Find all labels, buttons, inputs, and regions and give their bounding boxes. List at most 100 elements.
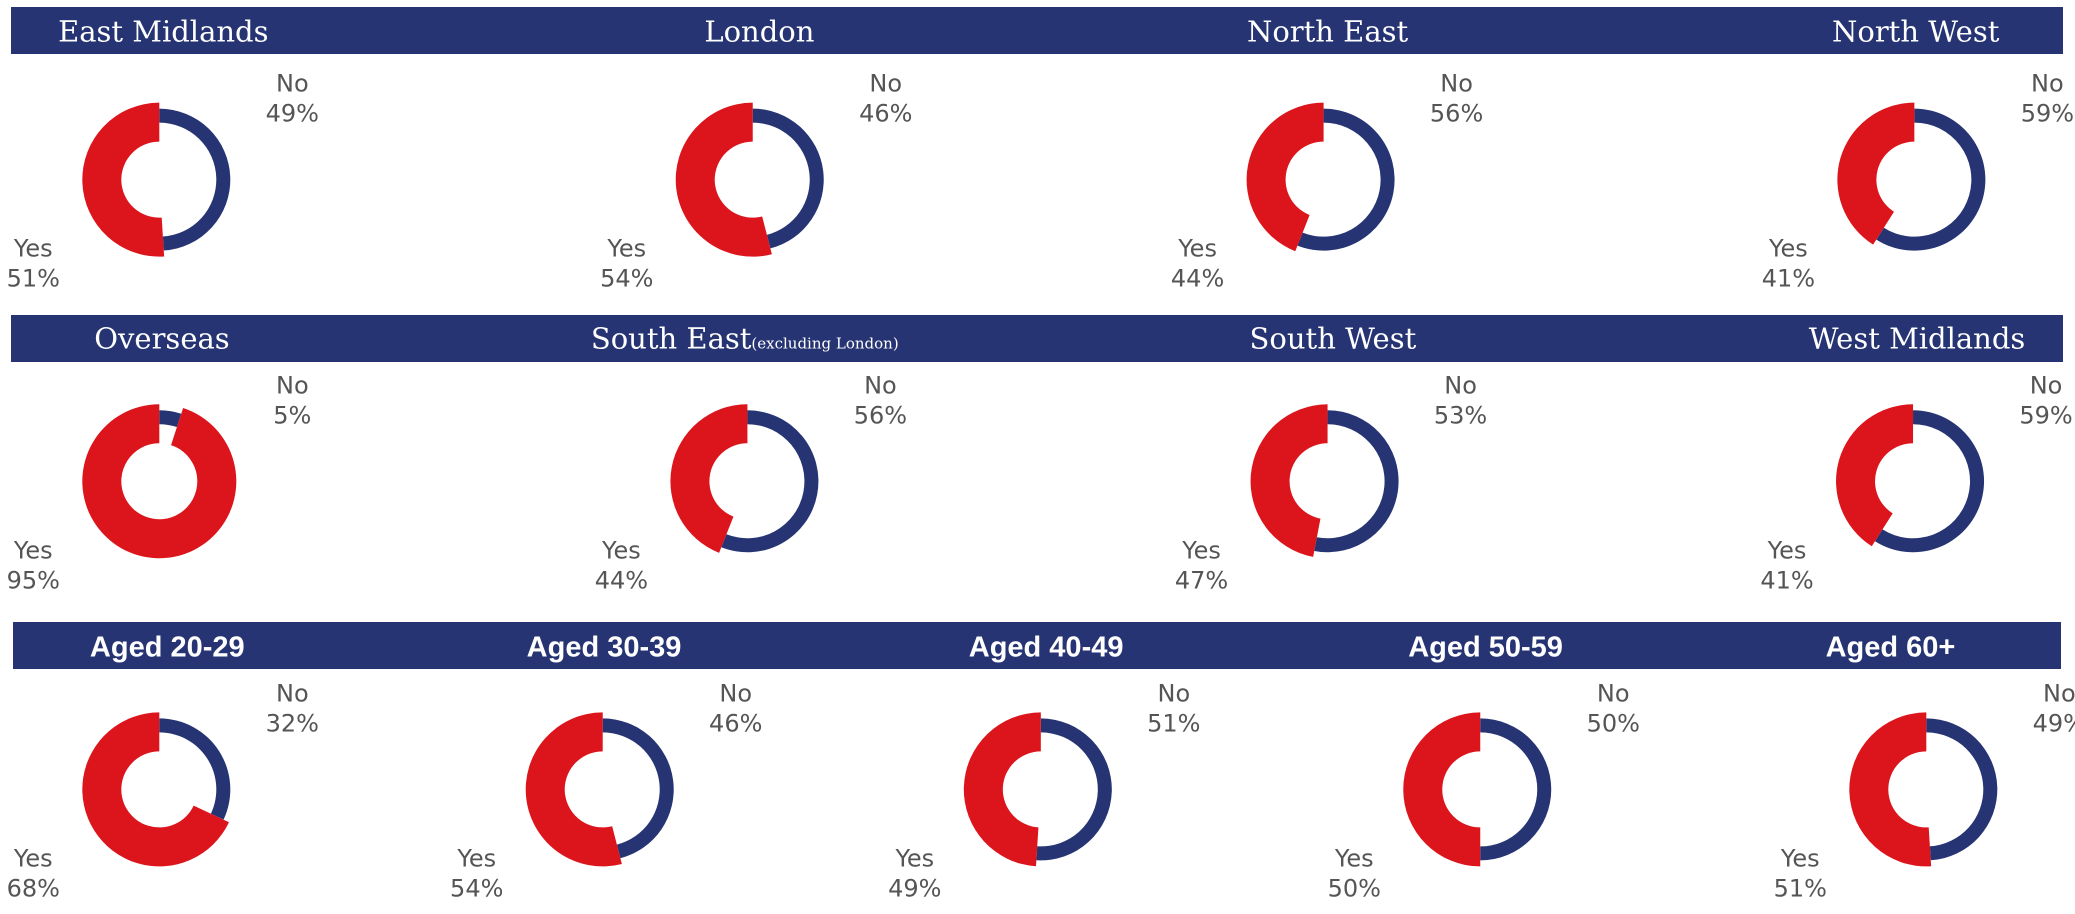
value-label: 56% — [854, 401, 907, 429]
value-label: 49% — [266, 100, 319, 128]
category-label: No — [719, 679, 752, 707]
chart-title: Overseas — [94, 321, 229, 355]
chart-title: North West — [1832, 14, 2000, 48]
donut-segment — [1250, 404, 1328, 557]
value-label: 50% — [1328, 874, 1381, 902]
donut-segment — [1403, 712, 1481, 867]
value-label: 54% — [450, 874, 503, 902]
donut-segment — [1297, 108, 1395, 251]
value-label: 41% — [1760, 566, 1813, 594]
chart-title: London — [704, 14, 814, 48]
category-label: Yes — [1767, 536, 1807, 564]
value-label: 50% — [1587, 709, 1640, 737]
chart-title-text: Aged 30-39 — [527, 631, 682, 663]
value-label: 32% — [266, 709, 319, 737]
chart-title: Aged 60+ — [1826, 631, 1956, 663]
category-label: No — [2031, 70, 2064, 98]
donut-segment — [82, 404, 237, 559]
category-label: Yes — [601, 536, 641, 564]
value-label: 51% — [7, 265, 60, 293]
chart-title-text: Aged 40-49 — [969, 631, 1124, 663]
donut-segment — [159, 718, 231, 820]
chart-title: Aged 30-39 — [527, 631, 682, 663]
chart-title: West Midlands — [1809, 321, 2026, 355]
donut-segment — [1849, 712, 1932, 867]
chart-title-text: East Midlands — [58, 14, 268, 48]
category-label: No — [869, 70, 902, 98]
donut-segment — [675, 102, 772, 257]
chart-title: South West — [1250, 321, 1417, 355]
value-label: 68% — [7, 874, 60, 902]
value-label: 95% — [7, 566, 60, 594]
donut-segment — [82, 102, 165, 257]
chart-title: Aged 40-49 — [969, 631, 1124, 663]
value-label: 44% — [595, 566, 648, 594]
donut-segment — [1246, 102, 1324, 252]
chart-title-text: West Midlands — [1809, 321, 2026, 355]
donut-segment — [159, 108, 231, 251]
category-label: No — [276, 679, 309, 707]
category-label: Yes — [1780, 844, 1820, 872]
donut-segment — [82, 712, 229, 867]
chart-title-text: Aged 20-29 — [90, 631, 245, 663]
value-label: 59% — [2021, 100, 2074, 128]
category-label: No — [276, 371, 309, 399]
category-label: Yes — [1334, 844, 1374, 872]
chart-title-text: North West — [1832, 14, 2000, 48]
chart-title-text: Aged 60+ — [1826, 631, 1956, 663]
category-label: Yes — [1177, 235, 1217, 263]
value-label: 46% — [859, 100, 912, 128]
chart-title-text: Overseas — [94, 321, 229, 355]
donut-segment — [1837, 102, 1915, 245]
value-label: 56% — [1430, 100, 1483, 128]
donut-segment — [670, 404, 748, 553]
chart-title: South East(excluding London) — [591, 321, 899, 355]
chart-title-text: South East — [591, 321, 752, 355]
category-label: Yes — [13, 844, 53, 872]
donut-segment — [159, 410, 182, 428]
chart-title: East Midlands — [58, 14, 268, 48]
category-label: No — [2030, 371, 2063, 399]
category-label: Yes — [456, 844, 496, 872]
chart-title-text: North East — [1247, 14, 1409, 48]
value-label: 51% — [1774, 874, 1827, 902]
category-label: Yes — [13, 536, 53, 564]
donut-segment — [963, 712, 1041, 867]
chart-title-text: London — [704, 14, 814, 48]
donut-segment — [721, 410, 819, 553]
chart-title: Aged 50-59 — [1408, 631, 1563, 663]
chart-title: North East — [1247, 14, 1409, 48]
value-label: 44% — [1171, 265, 1224, 293]
donut-segment — [1036, 718, 1112, 861]
value-label: 59% — [2019, 401, 2072, 429]
value-label: 54% — [600, 265, 653, 293]
value-label: 53% — [1434, 401, 1487, 429]
value-label: 49% — [2033, 709, 2075, 737]
donut-segment — [1926, 718, 1998, 861]
donut-segment — [1874, 410, 1985, 553]
banner — [11, 7, 2063, 54]
category-label: Yes — [1768, 235, 1808, 263]
category-label: Yes — [606, 235, 646, 263]
donut-segment — [1876, 108, 1986, 251]
category-label: No — [2043, 679, 2075, 707]
category-label: No — [1444, 371, 1477, 399]
category-label: Yes — [894, 844, 934, 872]
chart-title: Aged 20-29 — [90, 631, 245, 663]
donut-segment — [1480, 718, 1552, 861]
category-label: No — [1157, 679, 1190, 707]
category-label: No — [276, 70, 309, 98]
value-label: 46% — [709, 709, 762, 737]
category-label: Yes — [1181, 536, 1221, 564]
banner — [13, 622, 2061, 669]
value-label: 51% — [1147, 709, 1200, 737]
category-label: No — [1440, 70, 1473, 98]
category-label: No — [1597, 679, 1630, 707]
donut-segment — [752, 108, 824, 249]
chart-subtitle: (excluding London) — [751, 334, 898, 352]
category-label: No — [864, 371, 897, 399]
banner — [11, 315, 2063, 362]
donut-segment — [525, 712, 622, 867]
value-label: 41% — [1762, 265, 1815, 293]
